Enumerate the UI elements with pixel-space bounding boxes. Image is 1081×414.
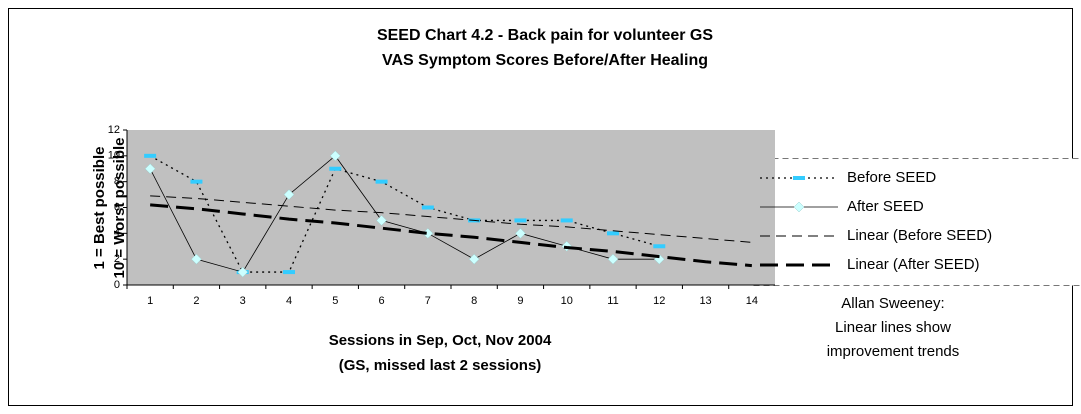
y-tick-label: 0 <box>114 279 120 291</box>
data-point <box>375 179 388 184</box>
data-point <box>653 244 666 249</box>
x-tick-label: 9 <box>517 295 523 307</box>
x-tick-label: 5 <box>332 295 338 307</box>
x-tick-label: 2 <box>193 295 199 307</box>
data-point <box>329 166 342 171</box>
x-tick-label: 10 <box>561 295 573 307</box>
x-tick-label: 6 <box>379 295 385 307</box>
y-axis-label: 1 = Best possible <box>91 147 108 270</box>
data-point <box>283 270 295 275</box>
data-point <box>283 189 295 200</box>
x-tick-label: 14 <box>746 295 758 307</box>
y-tick-label: 10 <box>108 150 120 162</box>
legend-label: Linear (Before SEED) <box>847 227 992 244</box>
data-point <box>607 253 619 265</box>
series-line <box>150 195 752 243</box>
data-point <box>191 253 202 265</box>
legend-marker <box>793 176 805 180</box>
plot-area <box>127 130 775 285</box>
x-tick-label: 11 <box>607 295 618 307</box>
legend-label: Linear (After SEED) <box>847 256 980 273</box>
x-tick-label: 12 <box>653 295 665 307</box>
y-axis-label: 10 = Worst possible <box>111 137 128 278</box>
y-tick-label: 4 <box>114 227 120 239</box>
data-point <box>515 227 526 239</box>
y-tick-label: 12 <box>108 124 120 136</box>
data-point <box>468 253 480 265</box>
x-axis-label: (GS, missed last 2 sessions) <box>339 357 542 374</box>
data-point <box>376 215 387 226</box>
data-point <box>514 218 527 223</box>
x-tick-label: 13 <box>699 295 711 307</box>
y-tick-label: 2 <box>114 253 120 265</box>
x-tick-label: 8 <box>471 295 477 307</box>
legend-box <box>752 158 1081 286</box>
data-point <box>607 231 619 236</box>
x-tick-label: 7 <box>425 295 431 307</box>
annotation: Linear lines show <box>835 319 951 336</box>
x-tick-label: 3 <box>240 295 246 307</box>
y-tick-label: 8 <box>114 176 120 188</box>
series-line <box>150 203 752 268</box>
legend-marker <box>793 201 805 213</box>
x-tick-label: 4 <box>286 295 292 307</box>
data-point <box>144 153 157 158</box>
data-point <box>421 205 434 210</box>
y-tick-label: 6 <box>114 201 120 213</box>
legend-label: Before SEED <box>847 169 936 186</box>
chart-title: SEED Chart 4.2 - Back pain for volunteer… <box>377 27 713 44</box>
chart-subtitle: VAS Symptom Scores Before/After Healing <box>382 52 708 69</box>
data-point <box>237 266 249 278</box>
x-axis-label: Sessions in Sep, Oct, Nov 2004 <box>329 332 552 349</box>
x-tick-label: 1 <box>147 295 153 307</box>
annotation: Allan Sweeney: <box>841 295 944 312</box>
data-point <box>560 218 573 223</box>
data-point <box>190 179 203 184</box>
annotation: improvement trends <box>827 343 960 360</box>
legend-label: After SEED <box>847 198 924 215</box>
data-point <box>329 150 341 162</box>
data-point <box>144 163 156 175</box>
